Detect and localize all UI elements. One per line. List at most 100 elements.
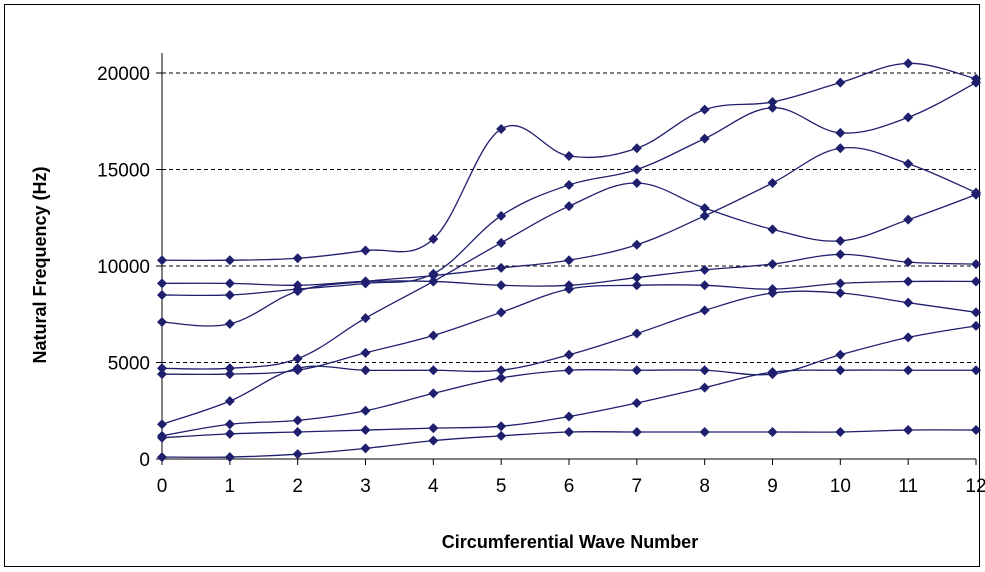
series-9	[157, 249, 981, 291]
data-point-marker	[564, 349, 574, 360]
y-tick-label: 15000	[97, 161, 150, 182]
data-point-marker	[496, 237, 507, 248]
data-point-marker	[699, 203, 710, 214]
data-point-marker	[496, 421, 507, 432]
data-point-marker	[631, 178, 642, 189]
data-point-marker	[224, 363, 235, 374]
data-point-marker	[835, 278, 846, 289]
data-point-marker	[157, 419, 167, 430]
data-point-marker	[157, 430, 167, 441]
series-line	[161, 62, 977, 262]
series-1	[157, 425, 981, 463]
data-point-marker	[157, 369, 167, 380]
series-6	[157, 178, 981, 374]
data-point-marker	[360, 425, 371, 436]
data-point-marker	[631, 398, 642, 409]
data-point-marker	[428, 233, 439, 244]
data-point-marker	[903, 276, 914, 287]
data-point-marker	[360, 245, 371, 256]
x-tick-label: 5	[496, 476, 507, 497]
data-point-marker	[767, 426, 778, 437]
data-point-marker	[496, 210, 507, 221]
data-point-marker	[903, 297, 914, 308]
data-point-marker	[224, 369, 235, 380]
data-point-marker	[157, 363, 167, 374]
data-point-marker	[767, 284, 778, 295]
data-point-marker	[564, 201, 574, 212]
data-point-marker	[971, 276, 981, 287]
data-point-marker	[360, 365, 371, 376]
data-point-marker	[564, 255, 574, 266]
data-point-marker	[631, 280, 642, 291]
data-point-marker	[564, 179, 574, 190]
series-line	[161, 146, 977, 327]
series-2	[157, 365, 981, 443]
data-point-marker	[157, 452, 167, 463]
data-point-marker	[631, 239, 642, 250]
data-point-marker	[428, 365, 439, 376]
series-10	[157, 58, 981, 266]
data-point-marker	[903, 425, 914, 436]
data-point-marker	[428, 276, 439, 287]
data-point-marker	[631, 426, 642, 437]
data-point-marker	[428, 330, 439, 341]
x-tick-label: 9	[767, 476, 778, 497]
data-point-marker	[699, 305, 710, 316]
data-point-marker	[971, 320, 981, 331]
data-point-marker	[564, 411, 574, 422]
data-point-marker	[835, 426, 846, 437]
grid-lines	[162, 72, 976, 363]
data-point-marker	[631, 328, 642, 339]
data-point-marker	[157, 255, 167, 266]
data-point-marker	[496, 365, 507, 376]
data-point-marker	[360, 313, 371, 324]
x-tick-label: 11	[898, 476, 918, 497]
data-point-marker	[767, 178, 778, 189]
x-tick-label: 0	[157, 476, 168, 497]
data-point-marker	[699, 365, 710, 376]
data-point-marker	[835, 77, 846, 88]
data-point-marker	[496, 280, 507, 291]
series-8	[157, 77, 981, 300]
data-point-marker	[292, 365, 303, 376]
data-point-marker	[835, 349, 846, 360]
series-3	[157, 320, 981, 441]
data-point-marker	[631, 143, 642, 154]
data-point-marker	[224, 428, 235, 439]
data-point-marker	[903, 214, 914, 225]
data-point-marker	[292, 426, 303, 437]
data-point-marker	[835, 127, 846, 138]
data-point-marker	[428, 423, 439, 434]
data-point-marker	[971, 187, 981, 198]
data-point-marker	[971, 365, 981, 376]
data-point-marker	[903, 365, 914, 376]
data-point-marker	[835, 365, 846, 376]
data-point-marker	[767, 102, 778, 113]
data-point-marker	[157, 278, 167, 289]
y-tick-label: 0	[139, 450, 150, 471]
y-axis-title: Natural Frequency (Hz)	[30, 166, 50, 363]
data-point-marker	[496, 307, 507, 318]
y-tick-label: 5000	[108, 354, 150, 375]
data-point-marker	[903, 112, 914, 123]
series-7	[157, 143, 981, 329]
data-point-marker	[224, 318, 235, 329]
data-point-marker	[767, 224, 778, 235]
data-point-marker	[564, 280, 574, 291]
series-lines	[157, 58, 981, 463]
data-point-marker	[699, 280, 710, 291]
data-point-marker	[428, 388, 439, 399]
series-line	[161, 280, 977, 376]
data-point-marker	[631, 164, 642, 175]
data-point-marker	[224, 255, 235, 266]
data-point-marker	[224, 278, 235, 289]
x-tick-label: 2	[292, 476, 303, 497]
data-point-marker	[971, 425, 981, 436]
data-point-marker	[699, 210, 710, 221]
data-point-marker	[699, 426, 710, 437]
data-point-marker	[360, 443, 371, 454]
data-point-marker	[564, 426, 574, 437]
data-point-marker	[903, 158, 914, 169]
